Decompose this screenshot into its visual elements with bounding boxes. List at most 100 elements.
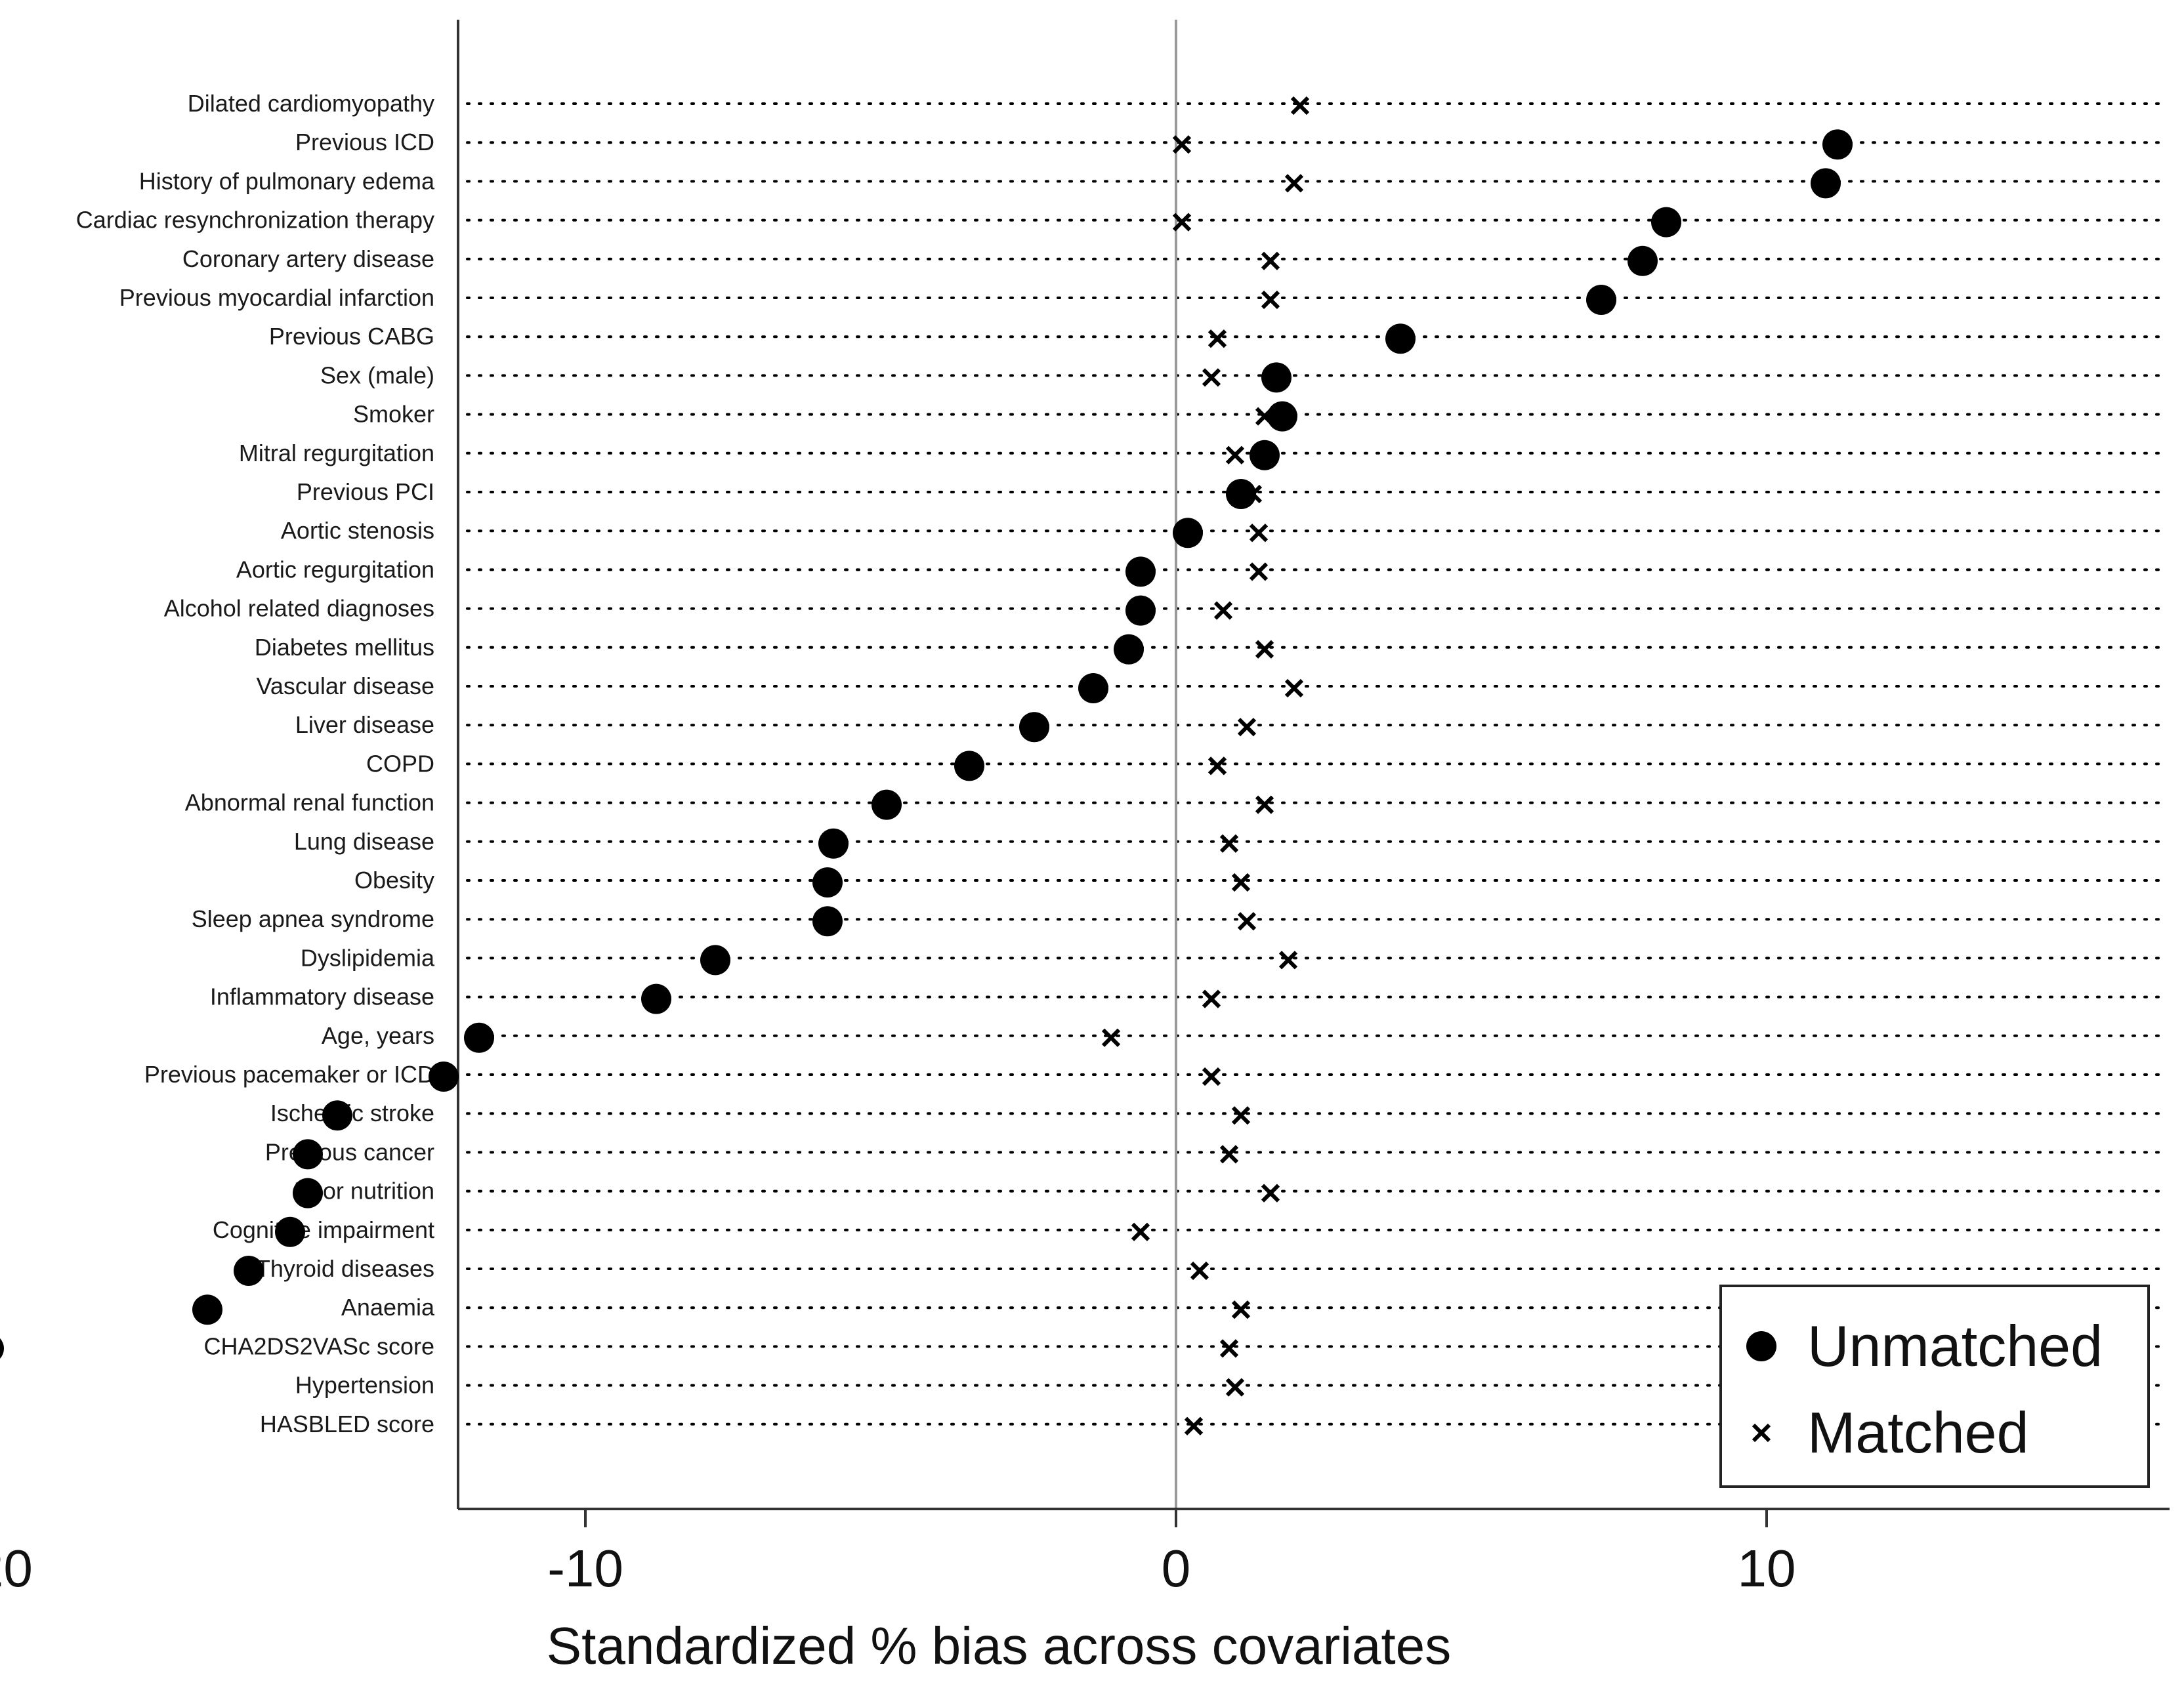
- x-marker-stroke: [1208, 756, 1227, 775]
- covariate-label-previous-pacemaker-or-icd: Previous pacemaker or ICD: [144, 1061, 434, 1088]
- point-unmatched-aortic-regurgitation: [1125, 556, 1156, 587]
- x-marker-stroke: [1219, 834, 1239, 853]
- point-matched-anaemia: [1231, 1300, 1251, 1319]
- point-unmatched-anaemia: [192, 1294, 222, 1325]
- x-marker-stroke: [1231, 1300, 1251, 1319]
- covariate-label-aortic-stenosis: Aortic stenosis: [281, 517, 434, 544]
- point-unmatched-smoker: [1267, 401, 1297, 432]
- point-unmatched-copd: [954, 751, 984, 781]
- x-tick-label: 10: [1738, 1539, 1796, 1598]
- covariate-label-diabetes-mellitus: Diabetes mellitus: [255, 634, 434, 661]
- covariate-label-aortic-regurgitation: Aortic regurgitation: [236, 556, 434, 583]
- point-matched-previous-icd: [1172, 135, 1192, 154]
- x-marker-stroke: [1255, 407, 1274, 426]
- covariate-label-cardiac-resynchronization-therapy: Cardiac resynchronization therapy: [76, 207, 434, 234]
- legend-label-matched: Matched: [1807, 1400, 2029, 1465]
- x-marker-stroke: [1213, 601, 1233, 620]
- point-unmatched-previous-cabg: [1385, 323, 1416, 354]
- point-matched-age-years: [1101, 1028, 1121, 1047]
- x-marker-stroke: [1255, 640, 1274, 659]
- x-marker-stroke: [1249, 562, 1269, 581]
- x-marker-stroke: [1261, 251, 1280, 270]
- point-unmatched-lung-disease: [818, 828, 849, 859]
- legend-symbol-unmatched: [1746, 1331, 1776, 1361]
- covariate-label-inflammatory-disease: Inflammatory disease: [210, 983, 434, 1010]
- point-matched-coronary-artery-disease: [1261, 251, 1280, 270]
- covariate-label-coronary-artery-disease: Coronary artery disease: [182, 245, 434, 272]
- point-unmatched-previous-myocardial-infarction: [1586, 285, 1616, 315]
- covariate-label-hypertension: Hypertension: [295, 1372, 434, 1399]
- x-marker-stroke: [1184, 1416, 1204, 1435]
- point-unmatched-inflammatory-disease: [641, 983, 671, 1014]
- x-marker-stroke: [1284, 678, 1304, 698]
- axes: -30-20-1001020: [0, 20, 2170, 1598]
- point-matched-alcohol-related-diagnoses: [1213, 601, 1233, 620]
- point-unmatched-mitral-regurgitation: [1250, 440, 1280, 470]
- point-unmatched-previous-icd: [1822, 129, 1853, 160]
- point-unmatched-cha2ds2vasc-score: [0, 1338, 4, 1359]
- x-marker-stroke: [1237, 718, 1257, 737]
- legend: Unmatched Matched: [1719, 1285, 2150, 1488]
- point-unmatched-coronary-artery-disease: [1628, 245, 1658, 276]
- covariate-rows: Dilated cardiomyopathy Previous ICD Histor…: [76, 90, 2167, 1437]
- point-unmatched-sex-male: [1261, 362, 1292, 393]
- x-marker-stroke: [1231, 1106, 1251, 1125]
- x-marker-stroke: [1231, 873, 1251, 892]
- point-unmatched-diabetes-mellitus: [1114, 634, 1144, 665]
- covariate-label-cognitive-impairment: Cognitive impairment: [213, 1216, 434, 1243]
- covariate-label-abnormal-renal-function: Abnormal renal function: [185, 789, 434, 816]
- x-marker-stroke: [1101, 1028, 1121, 1047]
- covariate-label-lung-disease: Lung disease: [294, 828, 434, 855]
- x-marker-stroke: [1219, 1145, 1239, 1164]
- covariate-label-alcohol-related-diagnoses: Alcohol related diagnoses: [164, 595, 434, 622]
- point-unmatched-aortic-stenosis: [1173, 518, 1203, 548]
- point-unmatched-obesity: [812, 867, 843, 898]
- covariate-label-previous-cabg: Previous CABG: [269, 323, 434, 350]
- point-unmatched-sleep-apnea-syndrome: [812, 906, 843, 937]
- point-matched-poor-nutrition: [1261, 1184, 1280, 1203]
- x-marker-stroke: [1219, 1339, 1239, 1358]
- point-unmatched-thyroid-diseases: [234, 1256, 264, 1286]
- x-marker-stroke: [1225, 445, 1245, 464]
- x-marker-stroke: [1202, 368, 1221, 387]
- covariate-label-previous-pci: Previous PCI: [297, 478, 434, 505]
- point-matched-cognitive-impairment: [1131, 1222, 1150, 1241]
- point-matched-previous-cabg: [1208, 329, 1227, 348]
- x-axis-title: Standardized % bias across covariates: [547, 1617, 1451, 1675]
- point-matched-history-of-pulmonary-edema: [1284, 174, 1304, 193]
- point-unmatched-alcohol-related-diagnoses: [1125, 595, 1156, 626]
- point-unmatched-previous-cancer: [293, 1139, 323, 1170]
- covariate-label-obesity: Obesity: [354, 867, 434, 894]
- x-marker-stroke: [1278, 951, 1298, 970]
- point-matched-vascular-disease: [1284, 678, 1304, 698]
- x-marker-stroke: [1172, 213, 1192, 232]
- covariate-label-cha2ds2vasc-score: CHA2DS2VASc score: [204, 1332, 434, 1359]
- covariate-label-thyroid-diseases: Thyroid diseases: [256, 1255, 434, 1282]
- covariate-label-age-years: Age, years: [322, 1022, 434, 1049]
- x-marker-stroke: [1243, 484, 1263, 504]
- point-matched-previous-pci: [1243, 484, 1263, 504]
- covariate-label-mitral-regurgitation: Mitral regurgitation: [239, 440, 434, 466]
- covariate-label-sleep-apnea-syndrome: Sleep apnea syndrome: [192, 905, 434, 932]
- point-matched-previous-myocardial-infarction: [1261, 290, 1280, 310]
- covariate-label-history-of-pulmonary-edema: History of pulmonary edema: [139, 167, 435, 194]
- point-unmatched-vascular-disease: [1078, 673, 1108, 703]
- point-unmatched-previous-pacemaker-or-icd: [429, 1062, 459, 1092]
- x-marker-stroke: [1202, 989, 1221, 1008]
- point-matched-copd: [1208, 756, 1227, 775]
- x-marker-stroke: [1284, 174, 1304, 193]
- point-matched-liver-disease: [1237, 718, 1257, 737]
- legend-symbol-matched: [1752, 1423, 1771, 1443]
- data-points: [0, 96, 1853, 1435]
- x-marker-stroke: [1255, 795, 1274, 814]
- point-matched-sex-male: [1202, 368, 1221, 387]
- point-matched-cha2ds2vasc-score: [1219, 1339, 1239, 1358]
- point-matched-previous-pacemaker-or-icd: [1202, 1067, 1221, 1086]
- covariate-label-anaemia: Anaemia: [341, 1294, 435, 1321]
- point-matched-lung-disease: [1219, 834, 1239, 853]
- x-marker-stroke: [1190, 1261, 1209, 1281]
- x-tick-label: -10: [547, 1539, 623, 1598]
- point-unmatched-ischemic-stroke: [322, 1100, 352, 1131]
- point-matched-dilated-cardiomyopathy: [1290, 96, 1310, 115]
- x-marker-stroke: [1249, 524, 1269, 543]
